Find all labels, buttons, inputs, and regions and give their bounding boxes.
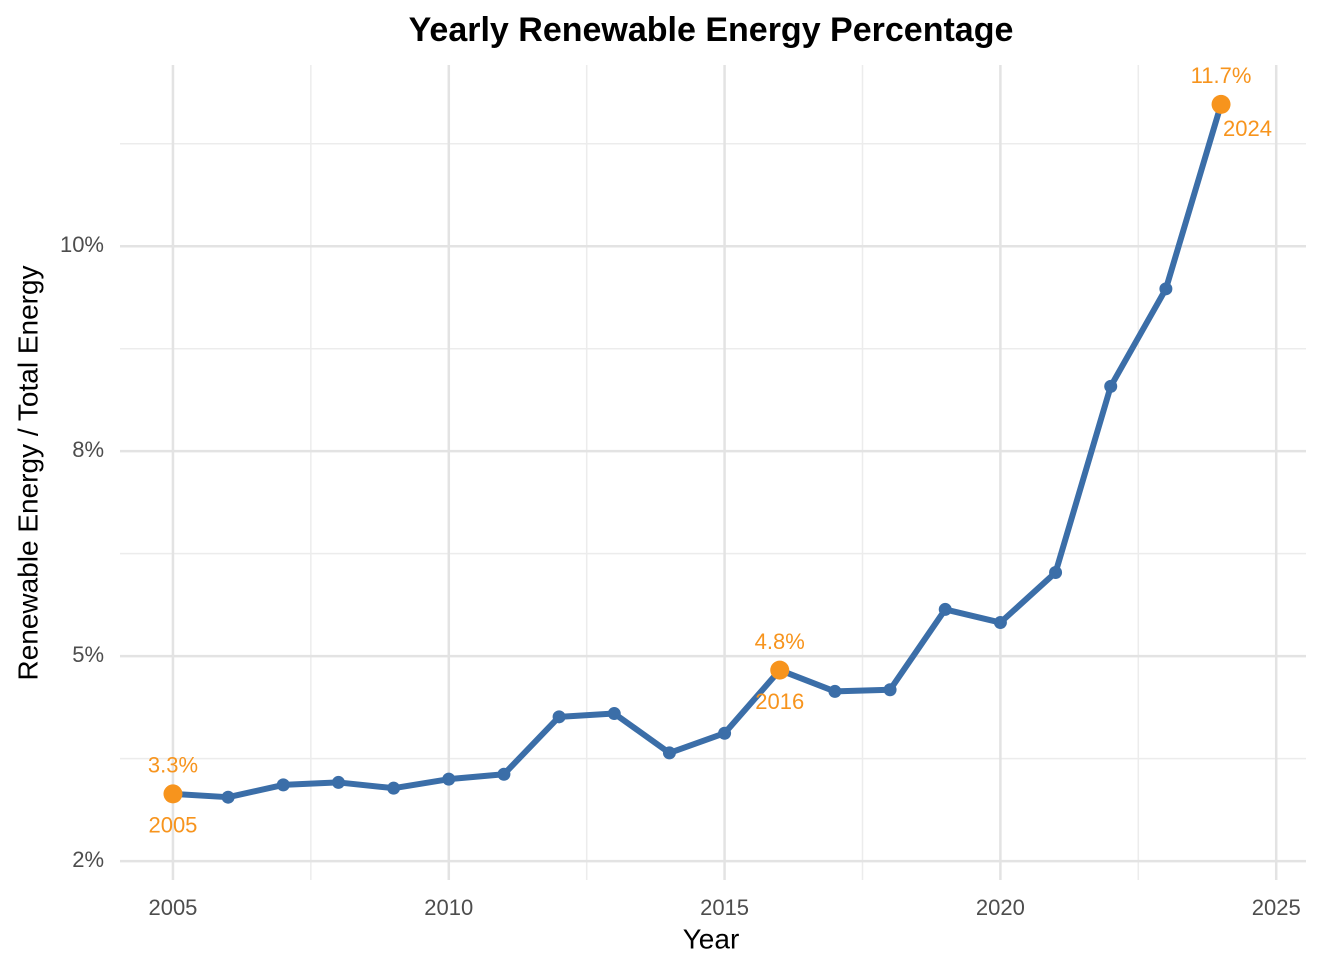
highlight-year-label: 2005 xyxy=(148,813,197,838)
data-point xyxy=(1049,566,1063,580)
data-point xyxy=(662,746,676,760)
data-point xyxy=(497,767,511,781)
highlight-point xyxy=(163,784,183,804)
y-axis-title: Renewable Energy / Total Energy xyxy=(12,265,43,680)
x-tick-label: 2005 xyxy=(148,895,197,920)
x-axis-title: Year xyxy=(683,923,740,954)
data-point xyxy=(828,684,842,698)
highlight-point xyxy=(1211,94,1231,114)
x-tick-label: 2015 xyxy=(700,895,749,920)
data-point xyxy=(938,602,952,616)
data-point xyxy=(221,790,235,804)
data-point xyxy=(718,726,732,740)
highlight-point xyxy=(770,660,790,680)
data-point xyxy=(1159,282,1173,296)
highlight-value-label: 4.8% xyxy=(755,629,805,654)
highlight-year-label: 2016 xyxy=(755,689,804,714)
data-line xyxy=(172,103,1224,801)
data-point xyxy=(276,778,290,792)
x-tick-label: 2020 xyxy=(976,895,1025,920)
data-point xyxy=(993,616,1007,630)
data-point xyxy=(442,772,456,786)
highlight-year-label: 2024 xyxy=(1223,116,1272,141)
y-tick-label: 10% xyxy=(60,232,104,257)
data-point xyxy=(331,775,345,789)
x-tick-label: 2025 xyxy=(1252,895,1301,920)
y-tick-label: 8% xyxy=(72,437,104,462)
chart-title: Yearly Renewable Energy Percentage xyxy=(409,11,1014,49)
data-point xyxy=(1104,379,1118,393)
data-point xyxy=(552,710,566,724)
data-point xyxy=(883,683,897,697)
x-tick-label: 2010 xyxy=(424,895,473,920)
y-tick-label: 5% xyxy=(72,642,104,667)
data-point xyxy=(607,707,621,721)
y-tick-label: 2% xyxy=(72,847,104,872)
data-point xyxy=(387,781,401,795)
highlight-value-label: 11.7% xyxy=(1191,63,1252,88)
highlight-value-label: 3.3% xyxy=(148,753,198,778)
